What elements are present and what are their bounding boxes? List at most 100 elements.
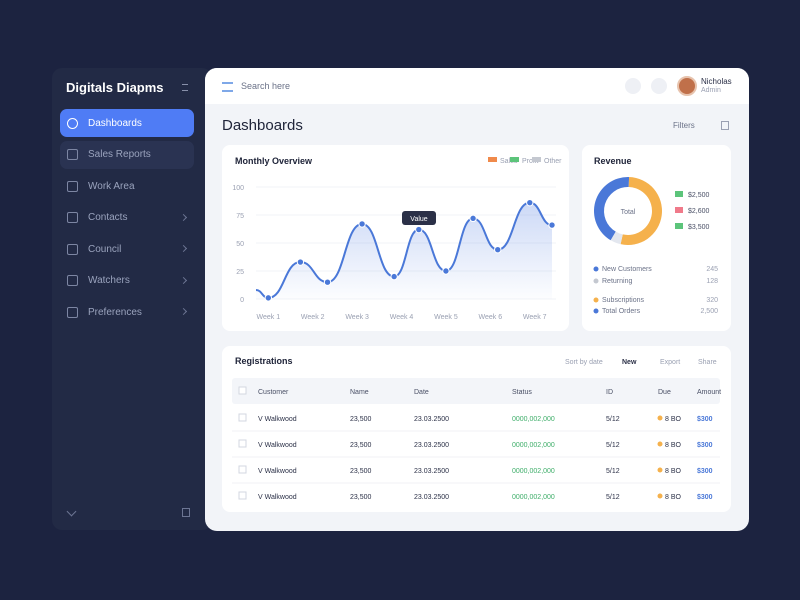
user-role: Admin	[701, 87, 721, 94]
search[interactable]: Search here	[241, 81, 291, 91]
cell: V Walkwood	[258, 416, 297, 423]
column-header: Name	[350, 389, 369, 396]
cell: V Walkwood	[258, 494, 297, 501]
y-tick-label: 0	[240, 297, 244, 304]
legend-label: $3,500	[688, 224, 710, 231]
cell: 8 BO	[665, 442, 682, 449]
notify-button[interactable]	[625, 78, 641, 94]
cell: 23.03.2500	[414, 468, 449, 475]
nav-icon	[67, 306, 78, 318]
nav-item[interactable]: Contacts	[60, 204, 194, 232]
stat-dot	[593, 297, 599, 303]
point	[442, 267, 450, 275]
cell: 5/12	[606, 416, 620, 423]
point	[358, 220, 366, 228]
stat-value: 128	[706, 278, 718, 285]
checkbox	[238, 439, 247, 448]
x-tick-label: Week 1	[257, 314, 281, 321]
message-button[interactable]	[651, 78, 667, 94]
donut-card	[582, 145, 731, 331]
legend-swatch	[532, 157, 541, 162]
donut-segment	[620, 177, 662, 245]
nav-item[interactable]: Dashboards	[60, 109, 194, 137]
cell: $300	[697, 416, 713, 423]
table-title: Registrations	[235, 356, 293, 366]
x-tick-label: Week 4	[390, 314, 414, 321]
legend-swatch	[510, 157, 519, 162]
y-tick-label: 100	[232, 185, 244, 192]
calendar-icon[interactable]	[721, 121, 729, 130]
stat-dot	[593, 278, 599, 284]
y-tick-label: 25	[236, 269, 244, 276]
nav-label: Sales Reports	[88, 149, 151, 160]
table-header-bg	[232, 378, 720, 404]
menu-icon[interactable]	[182, 84, 188, 91]
sidebar-title: Digitals Diapms	[66, 80, 164, 95]
nav-label: Council	[88, 243, 122, 255]
column-header: Status	[512, 389, 532, 396]
x-tick-label: Week 2	[301, 314, 325, 321]
cell: V Walkwood	[258, 442, 297, 449]
legend-label: Profit	[522, 158, 538, 165]
tooltip: Value	[410, 216, 427, 223]
nav-label: Dashboards	[88, 117, 142, 129]
point	[390, 272, 398, 281]
y-tick-label: 50	[236, 241, 244, 248]
cell: 5/12	[606, 442, 620, 449]
stat-dot	[593, 308, 599, 314]
cell: 8 BO	[665, 494, 682, 501]
cell: 0000,002,000	[512, 416, 555, 423]
tooltip-box	[402, 211, 436, 225]
column-header: Customer	[258, 389, 289, 396]
cell: 0000,002,000	[512, 442, 555, 449]
cell: 8 BO	[665, 468, 682, 475]
cell: 23,500	[350, 468, 372, 475]
due-dot	[657, 441, 663, 447]
donut-segment	[593, 176, 630, 241]
cell: $300	[697, 494, 713, 501]
nav-label: Contacts	[88, 212, 128, 223]
stat-label: Subscriptions	[602, 297, 645, 304]
nav-icon	[67, 149, 78, 160]
due-dot	[657, 467, 663, 473]
cell: 5/12	[606, 494, 620, 501]
column-header: Amount	[697, 389, 721, 396]
x-tick-label: Week 3	[345, 314, 369, 321]
nav-item[interactable]: Sales Reports	[60, 140, 194, 169]
nav-icon	[67, 212, 78, 223]
y-tick-label: 75	[236, 213, 244, 220]
checkbox	[238, 465, 247, 474]
checkbox	[238, 413, 247, 422]
nav-label: Watchers	[88, 275, 130, 286]
x-tick-label: Week 7	[523, 314, 547, 321]
cell: 23,500	[350, 416, 372, 423]
nav-item[interactable]: Work Area	[60, 172, 194, 200]
avatar[interactable]	[677, 76, 697, 96]
cell: 0000,002,000	[512, 494, 555, 501]
donut-center: Total	[621, 209, 636, 216]
point	[296, 258, 305, 266]
point	[548, 221, 556, 229]
cell: 23.03.2500	[414, 442, 449, 449]
nav-icon	[67, 275, 78, 286]
point	[323, 278, 332, 286]
user-name: Nicholas	[701, 77, 732, 86]
cell: 0000,002,000	[512, 468, 555, 475]
point	[494, 246, 502, 254]
stat-label: Returning	[602, 278, 632, 285]
cell: $300	[697, 468, 713, 475]
donut-segment	[610, 231, 623, 245]
table-card	[222, 346, 731, 512]
nav-item[interactable]: Preferences	[60, 298, 194, 326]
filter-button[interactable]: Filters	[673, 121, 695, 130]
nav-item[interactable]: Watchers	[60, 267, 194, 295]
point	[264, 294, 273, 302]
due-dot	[657, 493, 663, 499]
nav-item[interactable]: Council	[60, 235, 194, 263]
column-header: ID	[606, 389, 613, 396]
stat-value: 2,500	[700, 308, 718, 315]
settings-icon[interactable]	[182, 508, 190, 517]
cell: V Walkwood	[258, 468, 297, 475]
due-dot	[657, 415, 663, 421]
